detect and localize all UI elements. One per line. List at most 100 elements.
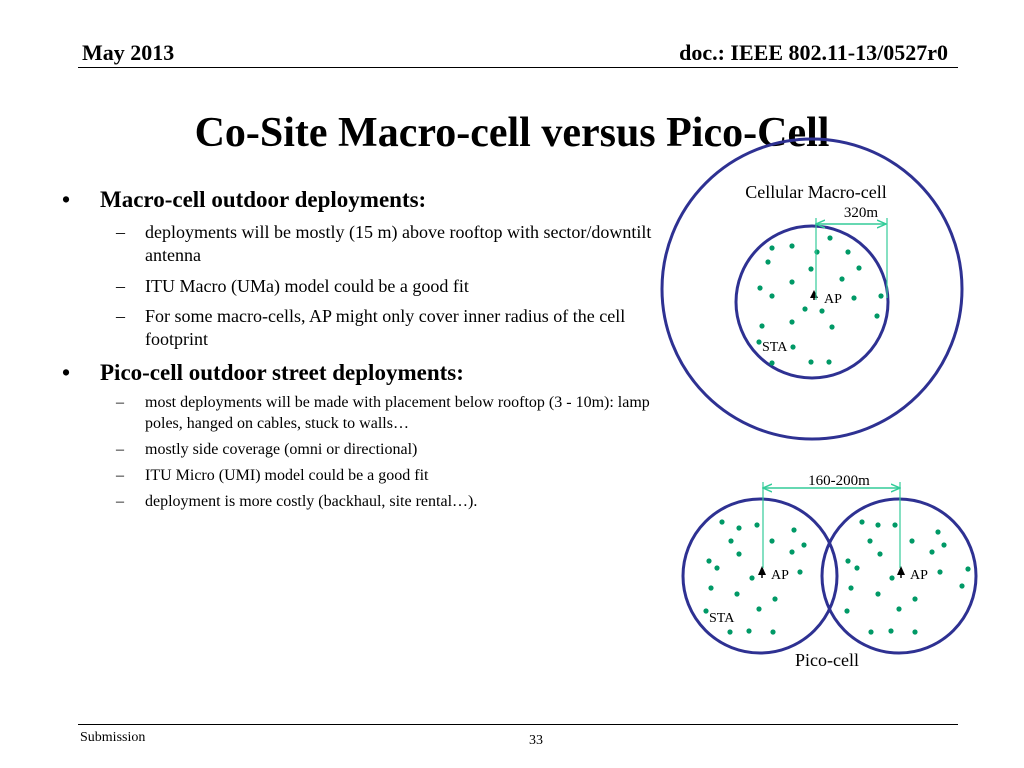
dash-mark: –	[116, 394, 124, 412]
bullet-mark: •	[62, 187, 71, 212]
macro-outer-circle	[660, 137, 964, 441]
list-item-text: ITU Micro (UMI) model could be a good fi…	[145, 466, 429, 484]
sta-dot	[896, 606, 902, 612]
sta-dot	[703, 608, 709, 614]
sta-dot	[749, 575, 755, 581]
macro-inner-circle	[734, 224, 890, 380]
list-item-text: For some macro-cells, AP might only cove…	[145, 305, 626, 350]
sta-dot	[769, 538, 775, 544]
macro-sta-label: STA	[762, 340, 788, 355]
sta-dot	[728, 538, 734, 544]
sta-dot	[875, 591, 881, 597]
macro-distance-label: 320m	[844, 205, 879, 221]
sta-dot	[868, 629, 874, 635]
sta-dot	[867, 538, 873, 544]
list-item: – ITU Micro (UMI) model could be a good f…	[60, 466, 660, 487]
header-divider	[78, 67, 958, 68]
pico-left-sta-dots	[703, 519, 807, 635]
pico-right-ap-marker	[897, 566, 905, 575]
pico-cell-label: Pico-cell	[795, 650, 859, 670]
list-item-text: most deployments will be made with place…	[145, 394, 650, 433]
sta-dot	[912, 596, 918, 602]
sta-dot	[854, 565, 860, 571]
macro-sub-list: – deployments will be mostly (15 m) above…	[60, 221, 660, 352]
sta-dot	[912, 629, 918, 635]
sta-dot	[789, 243, 795, 249]
sta-dot	[935, 529, 941, 535]
dash-mark: –	[116, 466, 124, 484]
sta-dot	[874, 313, 880, 319]
sta-dot	[889, 575, 895, 581]
sta-dot	[770, 629, 776, 635]
list-item-text: deployment is more costly (backhaul, sit…	[145, 492, 478, 510]
sta-dot	[814, 249, 820, 255]
sta-dot	[791, 527, 797, 533]
sta-dot	[848, 585, 854, 591]
pico-distance-label: 160-200m	[808, 473, 870, 489]
sta-dot	[851, 295, 857, 301]
sta-dot	[826, 359, 832, 365]
sta-dot	[756, 606, 762, 612]
sta-dot	[802, 306, 808, 312]
sta-dot	[829, 324, 835, 330]
sta-dot	[754, 522, 760, 528]
sta-dot	[772, 596, 778, 602]
macro-cell-label: Cellular Macro-cell	[745, 182, 886, 202]
dash-mark: –	[116, 492, 124, 510]
sta-dot	[757, 285, 763, 291]
sta-dot	[965, 566, 971, 572]
sta-dot	[736, 551, 742, 557]
sta-dot	[929, 549, 935, 555]
sta-dot	[769, 245, 775, 251]
slide-body: • Macro-cell outdoor deployments: – deplo…	[60, 186, 660, 517]
sta-dot	[797, 569, 803, 575]
pico-left-ap-label: AP	[771, 568, 789, 583]
dash-mark: –	[116, 441, 124, 459]
dash-mark: –	[116, 221, 125, 242]
pico-right-sta-dots	[844, 519, 971, 635]
footer-submission: Submission	[80, 730, 146, 745]
sta-dot	[719, 519, 725, 525]
sta-dot	[845, 558, 851, 564]
sta-dot	[714, 565, 720, 571]
header-date: May 2013	[82, 40, 175, 65]
list-item-text: ITU Macro (UMa) model could be a good fi…	[145, 275, 469, 296]
pico-right-ap-label: AP	[910, 568, 928, 583]
sta-dot	[877, 551, 883, 557]
sta-dot	[789, 549, 795, 555]
sta-dot	[839, 276, 845, 282]
list-item-text: deployments will be mostly (15 m) above …	[145, 221, 652, 266]
sta-dot	[734, 591, 740, 597]
sta-dot	[827, 235, 833, 241]
sta-dot	[789, 279, 795, 285]
pico-sta-label: STA	[709, 611, 735, 626]
macro-ap-label: AP	[824, 292, 842, 307]
sta-dot	[759, 323, 765, 329]
list-item: – mostly side coverage (omni or direction…	[60, 440, 660, 461]
sta-dot	[875, 522, 881, 528]
sta-dot	[727, 629, 733, 635]
list-item: – most deployments will be made with plac…	[60, 393, 660, 435]
pico-right-circle	[820, 497, 978, 655]
sta-dot	[736, 525, 742, 531]
header-doc-id: doc.: IEEE 802.11-13/0527r0	[679, 40, 948, 65]
dash-mark: –	[116, 305, 125, 326]
list-item: – deployments will be mostly (15 m) above…	[60, 221, 660, 268]
sta-dot	[801, 542, 807, 548]
macro-sta-dots	[756, 235, 884, 366]
sta-dot	[746, 628, 752, 634]
bullet-macro-text: Macro-cell outdoor deployments:	[100, 187, 427, 212]
macro-ap-marker	[810, 290, 818, 298]
slide-title: Co-Site Macro-cell versus Pico-Cell	[194, 110, 830, 156]
sta-dot	[937, 569, 943, 575]
list-item-text: mostly side coverage (omni or directiona…	[145, 441, 418, 459]
sta-dot	[765, 259, 771, 265]
bullet-pico-text: Pico-cell outdoor street deployments:	[100, 359, 464, 385]
list-item: – deployment is more costly (backhaul, si…	[60, 492, 660, 513]
sta-dot	[856, 265, 862, 271]
dash-mark: –	[116, 275, 125, 296]
sta-dot	[959, 583, 965, 589]
list-item: – For some macro-cells, AP might only cov…	[60, 305, 660, 352]
sta-dot	[845, 249, 851, 255]
sta-dot	[756, 339, 762, 345]
